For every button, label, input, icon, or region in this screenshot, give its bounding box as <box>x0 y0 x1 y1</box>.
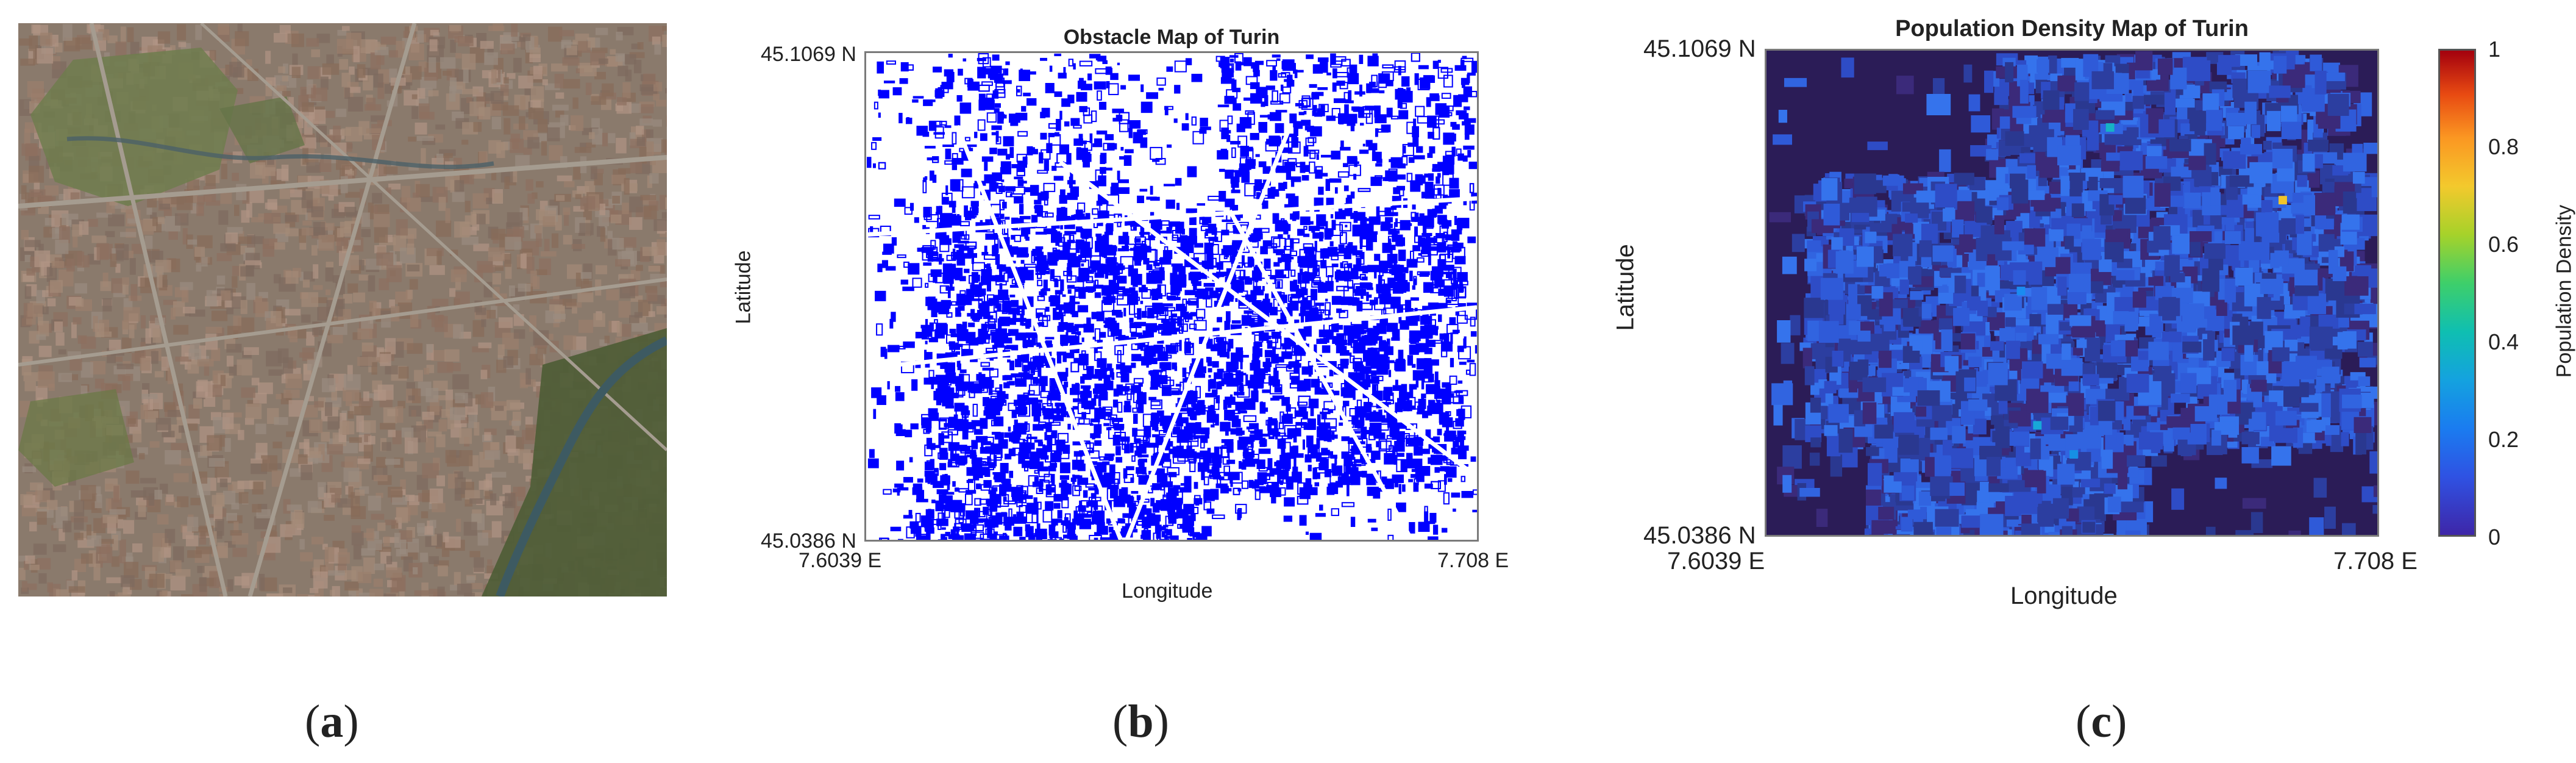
colorbar-tick: 0.4 <box>2488 329 2519 354</box>
density-xlabel: Longitude <box>2010 582 2118 609</box>
density-map-plot <box>1765 49 2379 537</box>
density-lat-top-tick: 45.1069 N <box>1643 35 1756 62</box>
colorbar-tick: 0.6 <box>2488 232 2519 257</box>
colorbar <box>2438 49 2476 537</box>
density-lon-left-tick: 7.6039 E <box>1667 548 1765 575</box>
obstacle-map-title: Obstacle Map of Turin <box>1063 26 1280 49</box>
obstacle-ylabel: Latitude <box>731 250 755 324</box>
colorbar-tick: 0.2 <box>2488 427 2519 452</box>
caption-b: (b) <box>1112 696 1169 747</box>
caption-c: (c) <box>2076 696 2127 747</box>
density-map-title: Population Density Map of Turin <box>1895 16 2249 41</box>
colorbar-tick: 1 <box>2488 37 2501 62</box>
obstacle-map-plot <box>864 51 1479 542</box>
obstacle-lon-right-tick: 7.708 E <box>1437 549 1509 572</box>
obstacle-lat-bottom-tick: 45.0386 N <box>761 529 856 553</box>
caption-a: (a) <box>305 696 359 747</box>
colorbar-label: Population Density <box>2552 204 2576 378</box>
density-ylabel: Latitude <box>1612 244 1639 331</box>
colorbar-tick: 0 <box>2488 525 2501 550</box>
obstacle-xlabel: Longitude <box>1122 579 1213 603</box>
obstacle-lat-top-tick: 45.1069 N <box>761 43 856 66</box>
colorbar-tick: 0.8 <box>2488 134 2519 159</box>
obstacle-lon-left-tick: 7.6039 E <box>799 549 882 572</box>
satellite-image <box>18 23 667 596</box>
density-lon-right-tick: 7.708 E <box>2333 548 2418 575</box>
density-lat-bottom-tick: 45.0386 N <box>1643 522 1756 549</box>
